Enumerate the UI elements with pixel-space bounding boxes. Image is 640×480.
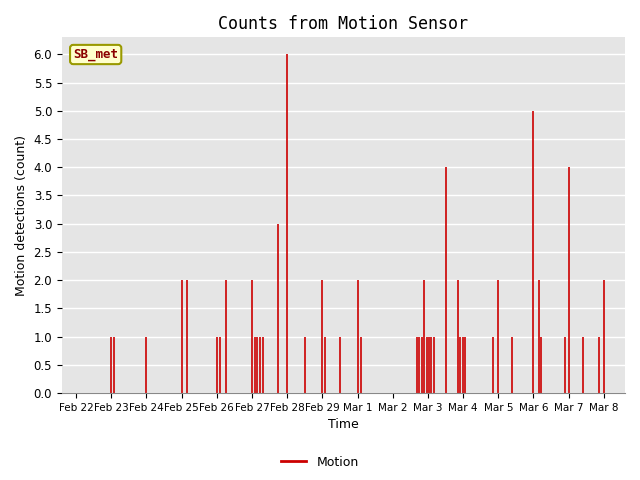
X-axis label: Time: Time <box>328 419 359 432</box>
Text: SB_met: SB_met <box>73 48 118 61</box>
Legend: Motion: Motion <box>276 451 364 474</box>
Y-axis label: Motion detections (count): Motion detections (count) <box>15 135 28 296</box>
Title: Counts from Motion Sensor: Counts from Motion Sensor <box>218 15 468 33</box>
